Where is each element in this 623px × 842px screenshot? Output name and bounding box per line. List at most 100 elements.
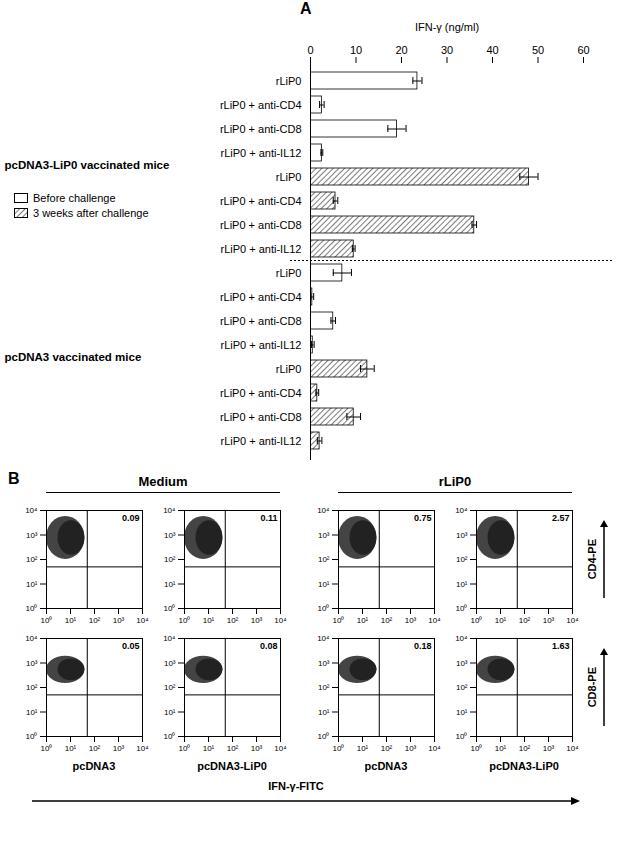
svg-text:10¹: 10¹ — [65, 744, 77, 753]
svg-text:10²: 10² — [227, 744, 239, 753]
svg-text:10³: 10³ — [164, 531, 176, 540]
svg-text:10¹: 10¹ — [318, 708, 330, 717]
svg-text:10³: 10³ — [405, 616, 417, 625]
svg-text:10³: 10³ — [543, 616, 555, 625]
svg-text:10²: 10² — [89, 744, 101, 753]
svg-text:10⁰: 10⁰ — [333, 744, 345, 753]
svg-text:10¹: 10¹ — [65, 616, 77, 625]
svg-text:10³: 10³ — [405, 744, 417, 753]
svg-text:10³: 10³ — [164, 659, 176, 668]
svg-text:10¹: 10¹ — [357, 616, 369, 625]
svg-text:20: 20 — [395, 44, 407, 56]
svg-text:rLiP0: rLiP0 — [276, 267, 302, 279]
svg-text:10⁰: 10⁰ — [26, 604, 38, 613]
svg-text:10⁴: 10⁴ — [317, 634, 330, 643]
svg-text:40: 40 — [486, 44, 498, 56]
svg-text:rLiP0: rLiP0 — [276, 363, 302, 375]
svg-text:10⁴: 10⁴ — [455, 634, 468, 643]
svg-text:rLiP0 + anti-CD4: rLiP0 + anti-CD4 — [220, 195, 302, 207]
svg-text:10²: 10² — [456, 683, 468, 692]
svg-text:10¹: 10¹ — [164, 708, 176, 717]
svg-text:10⁰: 10⁰ — [471, 616, 483, 625]
svg-text:10⁴: 10⁴ — [25, 506, 38, 515]
svg-text:rLiP0 + anti-CD8: rLiP0 + anti-CD8 — [220, 123, 302, 135]
svg-text:10⁰: 10⁰ — [456, 604, 468, 613]
svg-text:10²: 10² — [519, 744, 531, 753]
svg-text:10²: 10² — [381, 744, 393, 753]
svg-text:10²: 10² — [164, 683, 176, 692]
svg-text:10⁴: 10⁴ — [317, 506, 330, 515]
svg-text:10¹: 10¹ — [164, 580, 176, 589]
svg-text:10³: 10³ — [318, 531, 330, 540]
svg-text:IFN-γ (ng/ml): IFN-γ (ng/ml) — [415, 21, 479, 33]
svg-text:rLiP0: rLiP0 — [276, 171, 302, 183]
svg-text:10⁰: 10⁰ — [164, 604, 176, 613]
svg-text:0.18: 0.18 — [414, 641, 432, 651]
svg-text:10⁰: 10⁰ — [41, 616, 53, 625]
svg-text:10⁴: 10⁴ — [136, 744, 149, 753]
svg-text:10⁴: 10⁴ — [25, 634, 38, 643]
svg-text:10¹: 10¹ — [495, 616, 507, 625]
svg-text:10⁰: 10⁰ — [318, 732, 330, 741]
svg-text:10⁰: 10⁰ — [179, 616, 191, 625]
svg-text:10³: 10³ — [456, 659, 468, 668]
svg-text:10⁰: 10⁰ — [333, 616, 345, 625]
svg-text:rLiP0 + anti-CD4: rLiP0 + anti-CD4 — [220, 99, 302, 111]
svg-text:10²: 10² — [318, 683, 330, 692]
svg-text:0.05: 0.05 — [122, 641, 140, 651]
svg-text:rLiP0 + anti-CD8: rLiP0 + anti-CD8 — [220, 219, 302, 231]
svg-text:1.63: 1.63 — [552, 641, 570, 651]
svg-text:rLiP0 + anti-IL12: rLiP0 + anti-IL12 — [220, 147, 301, 159]
svg-text:10¹: 10¹ — [318, 580, 330, 589]
svg-text:rLiP0 + anti-CD8: rLiP0 + anti-CD8 — [220, 315, 302, 327]
svg-text:pcDNA3 vaccinated mice: pcDNA3 vaccinated mice — [5, 351, 142, 363]
svg-text:2.57: 2.57 — [552, 513, 570, 523]
svg-text:10⁴: 10⁴ — [428, 616, 441, 625]
svg-text:10²: 10² — [456, 555, 468, 564]
svg-text:10⁰: 10⁰ — [26, 732, 38, 741]
svg-text:rLiP0 + anti-CD8: rLiP0 + anti-CD8 — [220, 411, 302, 423]
svg-text:10²: 10² — [227, 616, 239, 625]
svg-text:10⁴: 10⁴ — [274, 616, 287, 625]
svg-text:rLiP0 + anti-CD4: rLiP0 + anti-CD4 — [220, 291, 302, 303]
svg-text:10⁰: 10⁰ — [179, 744, 191, 753]
svg-text:10³: 10³ — [251, 744, 263, 753]
svg-text:10⁴: 10⁴ — [136, 616, 149, 625]
svg-text:10⁰: 10⁰ — [164, 732, 176, 741]
svg-text:10⁴: 10⁴ — [566, 616, 579, 625]
svg-text:10²: 10² — [26, 555, 38, 564]
svg-text:10³: 10³ — [113, 744, 125, 753]
svg-text:10³: 10³ — [456, 531, 468, 540]
svg-text:60: 60 — [577, 44, 589, 56]
svg-text:10²: 10² — [26, 683, 38, 692]
svg-text:10³: 10³ — [318, 659, 330, 668]
svg-text:rLiP0: rLiP0 — [276, 75, 302, 87]
svg-text:0.11: 0.11 — [260, 513, 277, 523]
svg-text:10¹: 10¹ — [203, 744, 215, 753]
svg-text:rLiP0 + anti-IL12: rLiP0 + anti-IL12 — [220, 339, 301, 351]
svg-text:10¹: 10¹ — [456, 708, 468, 717]
svg-text:10¹: 10¹ — [456, 580, 468, 589]
svg-text:10⁴: 10⁴ — [428, 744, 441, 753]
svg-text:10⁴: 10⁴ — [274, 744, 287, 753]
svg-text:10¹: 10¹ — [26, 708, 38, 717]
svg-text:10: 10 — [350, 44, 362, 56]
svg-text:10⁴: 10⁴ — [455, 506, 468, 515]
svg-text:10⁰: 10⁰ — [471, 744, 483, 753]
svg-text:10⁴: 10⁴ — [163, 506, 176, 515]
svg-text:10³: 10³ — [543, 744, 555, 753]
svg-text:10⁴: 10⁴ — [163, 634, 176, 643]
svg-text:10²: 10² — [164, 555, 176, 564]
svg-text:rLiP0 + anti-CD4: rLiP0 + anti-CD4 — [220, 387, 302, 399]
svg-text:10³: 10³ — [26, 659, 38, 668]
svg-text:10³: 10³ — [251, 616, 263, 625]
svg-text:10⁰: 10⁰ — [41, 744, 53, 753]
svg-text:pcDNA3-LiP0 vaccinated mice: pcDNA3-LiP0 vaccinated mice — [5, 159, 170, 171]
svg-text:10²: 10² — [89, 616, 101, 625]
svg-text:0.75: 0.75 — [414, 513, 432, 523]
svg-text:30: 30 — [441, 44, 453, 56]
svg-text:10²: 10² — [318, 555, 330, 564]
svg-text:rLiP0 + anti-IL12: rLiP0 + anti-IL12 — [220, 243, 301, 255]
svg-text:10⁴: 10⁴ — [566, 744, 579, 753]
svg-text:10¹: 10¹ — [203, 616, 215, 625]
